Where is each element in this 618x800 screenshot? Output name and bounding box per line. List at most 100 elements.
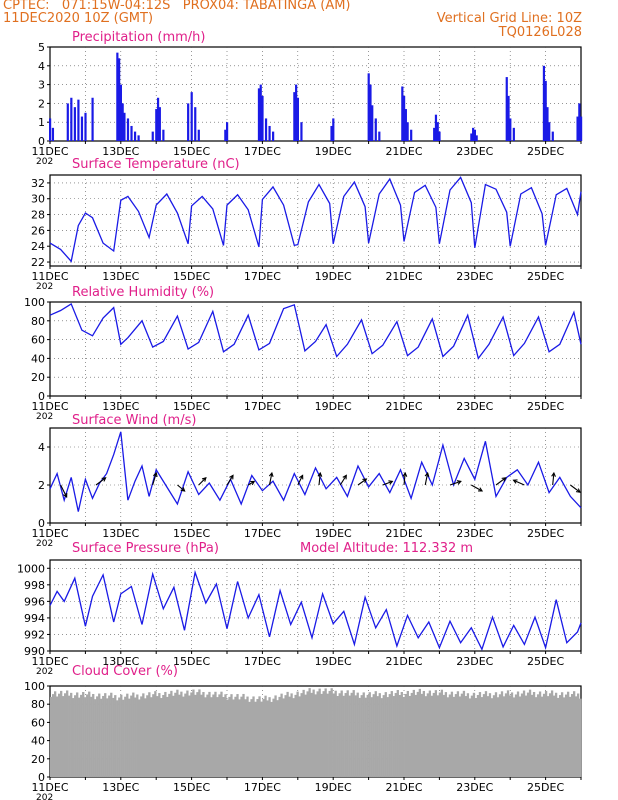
cloud-cover-bar (370, 697, 373, 777)
y-tick-label: 1000 (17, 562, 45, 575)
cloud-cover-bar (466, 693, 470, 777)
cloud-cover-bar (358, 697, 361, 777)
x-tick-label: 17DEC (244, 655, 281, 668)
cloud-cover-bar (536, 694, 540, 777)
cloud-cover-bar (496, 697, 500, 777)
precipitation-bar (51, 127, 55, 141)
panel-frame (49, 174, 582, 267)
cloud-cover-bar (376, 696, 379, 777)
cloud-cover-bar (200, 694, 203, 777)
precipitation-bar (332, 118, 335, 141)
x-tick-label: 11DEC (31, 781, 68, 794)
cloud-cover-bar (456, 691, 460, 777)
cloud-cover-bar (194, 694, 197, 777)
x-tick-label: 23DEC (456, 655, 493, 668)
precipitation-bar (295, 84, 298, 141)
cloud-cover-bar (298, 696, 301, 777)
cloud-cover-bar (492, 695, 496, 777)
cloud-cover-bar (142, 693, 145, 777)
precipitation-bar (84, 112, 87, 141)
cloud-cover-bar (284, 695, 287, 777)
cloud-cover-bar (156, 696, 159, 777)
x-tick-label: 23DEC (456, 145, 493, 158)
precipitation-bar (162, 129, 165, 141)
cloud-cover-bar (166, 696, 169, 777)
y-tick-label: 30 (31, 193, 45, 206)
cloud-cover-bar (426, 693, 430, 777)
cloud-cover-bar (262, 698, 265, 777)
wind-arrow-head (402, 471, 408, 477)
cloud-cover-bar (208, 691, 211, 777)
precipitation-bar (264, 118, 268, 141)
cloud-cover-bar (422, 690, 426, 777)
cloud-cover-bar (474, 698, 478, 777)
precipitation-bar (133, 131, 137, 141)
cloud-cover-bar (498, 694, 502, 777)
cloud-cover-bar (274, 695, 277, 777)
cloud-cover-bar (268, 697, 271, 777)
precipitation-bar (261, 95, 264, 141)
cloud-cover-bar (252, 696, 255, 777)
y-tick-label: 4 (38, 60, 45, 73)
cloud-cover-bar (500, 691, 504, 777)
series-line (49, 302, 582, 360)
cloud-cover-bar (62, 696, 65, 777)
precipitation-bar (296, 97, 299, 141)
x-tick-label: 13DEC (102, 781, 139, 794)
cloud-cover-bar (502, 696, 506, 777)
cloud-cover-bar (470, 695, 474, 777)
cloud-cover-bar (308, 688, 311, 777)
cloud-cover-bar (392, 696, 395, 777)
cloud-cover-bar (90, 696, 93, 777)
cloud-cover-bar (78, 697, 81, 777)
wind-arrow-head (229, 474, 234, 480)
cloud-cover-bar (552, 695, 556, 777)
cloud-cover-bar (430, 695, 434, 777)
x-tick-label: 15DEC (173, 527, 210, 540)
cloud-cover-bar (288, 696, 291, 777)
cloud-cover-bar (198, 689, 201, 777)
x-year-label: 202 (36, 793, 53, 800)
y-tick-label: 60 (31, 334, 45, 347)
precipitation-bar (512, 127, 515, 141)
cloud-cover-bar (106, 698, 109, 777)
x-tick-label: 15DEC (173, 655, 210, 668)
cloud-cover-bar (190, 692, 193, 777)
cloud-cover-bar (534, 697, 538, 777)
wind-arrow (470, 484, 483, 492)
cloud-cover-bar (178, 694, 181, 777)
x-tick-label: 25DEC (527, 145, 564, 158)
cloud-cover-bar (88, 691, 91, 777)
y-tick-label: 998 (24, 579, 45, 592)
wind-arrow-head (63, 492, 68, 499)
cloud-cover-bar (356, 692, 359, 777)
cloud-cover-bar (162, 694, 165, 777)
cloud-cover-bar (398, 695, 401, 777)
panel-frame (49, 301, 582, 397)
y-tick-label: 24 (31, 240, 45, 253)
cloud-cover-bar (224, 694, 227, 777)
x-tick-label: 23DEC (456, 400, 493, 413)
cloud-cover-bar (416, 691, 419, 777)
cloud-cover-bar (464, 696, 468, 777)
cloud-cover-bar (424, 696, 428, 777)
x-tick-label: 17DEC (244, 400, 281, 413)
cloud-cover-bar (260, 701, 263, 777)
precipitation-bar (190, 92, 193, 141)
y-tick-label: 20 (31, 753, 45, 766)
cloud-cover-bar (324, 688, 327, 777)
y-tick-label: 40 (31, 735, 45, 748)
cloud-cover-bar (134, 697, 137, 777)
precipitation-bar (473, 129, 476, 141)
x-year-label: 202 (36, 412, 53, 422)
precipitation-bar (433, 127, 436, 141)
y-tick-label: 22 (31, 256, 45, 269)
x-tick-label: 15DEC (173, 145, 210, 158)
cloud-cover-bar (494, 692, 498, 777)
precipitation-bar (544, 80, 547, 141)
series-line (49, 176, 582, 263)
cloud-cover-bar (330, 688, 333, 777)
cloud-cover-bar (86, 694, 89, 777)
cloud-cover-bar (216, 697, 219, 777)
x-tick-label: 19DEC (315, 655, 352, 668)
